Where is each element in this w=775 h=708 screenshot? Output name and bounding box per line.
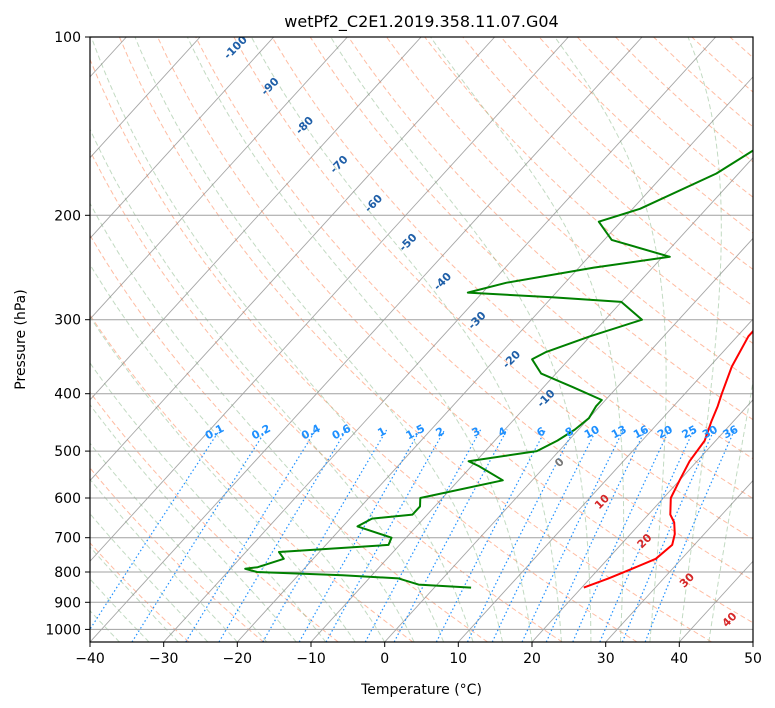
x-tick-label: −10 <box>296 651 326 667</box>
y-tick-label: 200 <box>54 208 81 224</box>
mixing-ratio-label: 10 <box>582 423 602 442</box>
mixing-ratio-line <box>599 429 695 642</box>
isotherm-line <box>90 37 422 401</box>
plot-area: 0.1 0.2 0.4 0.6 1 1.5 2 3 4 6 8 10 13 16 20 25 30 36-100-… <box>90 37 753 642</box>
moist-adiabat <box>330 37 592 642</box>
y-tick-label: 1000 <box>45 622 81 638</box>
y-tick-label: 400 <box>54 387 81 403</box>
mixing-ratio-line <box>491 429 597 642</box>
moist-adiabat <box>250 37 562 642</box>
mixing-ratio-line <box>325 429 446 642</box>
x-tick-label: −30 <box>149 651 179 667</box>
dry-adiabat <box>118 37 712 642</box>
pressure-gridlines <box>90 37 753 630</box>
moist-adiabat <box>90 578 150 642</box>
y-tick-label: 800 <box>54 565 81 581</box>
mixing-ratio-line <box>262 429 388 642</box>
x-tick-label: 20 <box>523 651 541 667</box>
mixing-ratio-line <box>90 429 221 631</box>
moist-adiabat <box>90 513 209 642</box>
plot-frame <box>89 36 754 643</box>
moist-adiabat <box>134 37 503 642</box>
isotherm-line <box>605 479 753 642</box>
moist-adiabat <box>186 37 533 642</box>
isotherm-line <box>90 37 348 320</box>
mixing-ratio-line <box>466 429 575 642</box>
mixing-ratio-line <box>364 429 482 642</box>
moist-adiabat <box>678 37 722 642</box>
y-tick-label: 300 <box>54 313 81 329</box>
dry-adiabat <box>90 58 638 642</box>
dry-adiabat <box>90 149 563 642</box>
x-tick-label: 30 <box>597 651 615 667</box>
moist-adiabat <box>554 37 667 642</box>
mixing-ratio-line <box>298 429 421 642</box>
mixing-ratio-label: 25 <box>680 423 700 442</box>
moist-adiabat <box>90 478 238 642</box>
y-tick-label: 700 <box>54 531 81 547</box>
mixing-ratio-label: 20 <box>655 423 675 442</box>
dry-adiabat <box>90 313 414 642</box>
x-tick-label: −40 <box>75 651 105 667</box>
mixing-ratio-label: 36 <box>721 423 741 442</box>
mixing-ratio-line <box>393 429 508 642</box>
x-tick-label: 10 <box>449 651 467 667</box>
mixing-ratio-line <box>131 429 267 642</box>
dry-adiabat <box>157 37 753 624</box>
moist-adiabat <box>430 37 625 642</box>
isotherm-line <box>90 37 275 240</box>
isotherms <box>90 37 753 642</box>
x-tick-label: 40 <box>670 651 688 667</box>
moist-adiabat <box>90 442 268 642</box>
moist-adiabat <box>90 37 474 642</box>
x-tick-label: −20 <box>223 651 253 667</box>
temperature-profile-line <box>583 329 753 589</box>
mixing-ratio-line <box>545 429 646 642</box>
isotherm-line <box>384 237 753 642</box>
y-axis-ticks: 100 200 300 400 500 600 700 800 900 1000 <box>45 30 90 638</box>
mixing-ratio-label: 30 <box>700 423 720 442</box>
isotherm-line <box>310 156 753 642</box>
moist-adiabat <box>90 128 445 642</box>
mixing-ratio-line <box>621 429 715 642</box>
isotherm-line <box>90 37 201 159</box>
x-axis-label: Temperature (°C) <box>360 682 482 698</box>
dewpoint-profile-line <box>244 149 753 589</box>
x-axis-ticks: −40 −30 −20 −10 0 10 20 30 40 50 <box>75 642 762 667</box>
mixing-ratio-line <box>435 429 547 642</box>
isotherm-line <box>163 37 717 642</box>
chart-title: wetPf2_C2E1.2019.358.11.07.G04 <box>284 12 558 32</box>
dry-adiabat <box>271 37 753 500</box>
moist-adiabat <box>90 202 415 642</box>
moist-adiabat <box>90 315 356 642</box>
y-tick-label: 600 <box>54 491 81 507</box>
isotherm-line <box>90 37 643 642</box>
mixing-ratio-label: 13 <box>609 423 629 442</box>
isotherm-line <box>236 76 753 642</box>
mixing-ratio-line <box>218 429 348 642</box>
mixing-ratio-line <box>572 429 670 642</box>
mixing-ratio-lines <box>90 429 736 642</box>
dry-adiabat <box>195 37 753 582</box>
dry-adiabat <box>424 37 753 344</box>
isotherm-line <box>531 399 753 642</box>
dry-adiabat <box>386 37 753 382</box>
isotherm-line <box>90 37 569 562</box>
y-axis-label: Pressure (hPa) <box>13 289 29 389</box>
x-tick-label: 50 <box>744 651 762 667</box>
y-tick-label: 900 <box>54 595 81 611</box>
y-tick-label: 100 <box>54 30 81 46</box>
y-tick-label: 500 <box>54 444 81 460</box>
moist-adiabat <box>90 546 179 642</box>
mixing-ratio-label: 16 <box>631 423 651 442</box>
moist-adiabat <box>708 379 753 642</box>
isotherm-line <box>457 318 753 642</box>
moist-adiabat <box>90 263 386 642</box>
isotherm-line <box>90 37 496 482</box>
data-series <box>244 149 753 589</box>
x-tick-label: 0 <box>380 651 389 667</box>
